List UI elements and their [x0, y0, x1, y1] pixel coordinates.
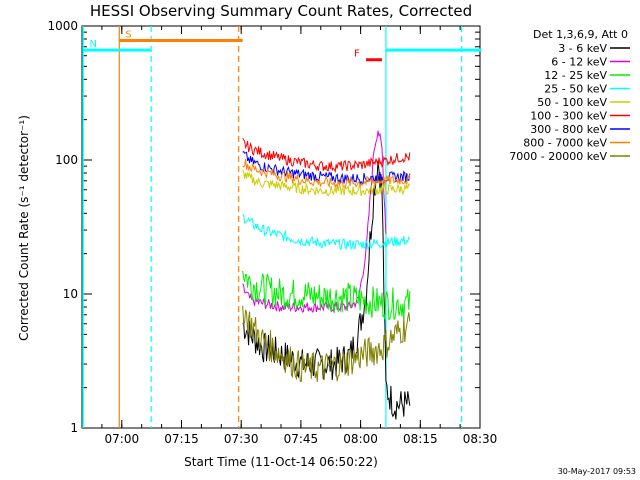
flag-label: S [125, 29, 131, 40]
series-line [242, 160, 411, 420]
y-tick-label: 1 [70, 421, 78, 435]
x-tick-label: 08:15 [403, 432, 438, 446]
legend-label: 300 - 800 keV [530, 123, 607, 136]
series-line [242, 138, 411, 174]
plot-frame [81, 25, 481, 429]
series-line [242, 214, 411, 251]
y-tick-label: 10 [63, 287, 78, 301]
y-axis-label: Corrected Count Rate (s⁻¹ detector⁻¹) [17, 115, 31, 341]
chart-title: HESSI Observing Summary Count Rates, Cor… [90, 2, 472, 20]
x-tick-label: 08:00 [343, 432, 378, 446]
series-line [242, 159, 411, 190]
legend-label: 800 - 7000 keV [523, 137, 607, 150]
legend-label: 100 - 300 keV [530, 110, 607, 123]
series-line [242, 130, 387, 313]
flag-label: F [354, 49, 360, 60]
y-tick-label: 100 [55, 153, 78, 167]
legend-label: 25 - 50 keV [544, 83, 607, 96]
legend-title: Det 1,3,6,9, Att 0 [533, 28, 628, 41]
x-tick-label: 08:30 [463, 432, 498, 446]
legend-label: 3 - 6 keV [558, 42, 607, 55]
x-tick-label: 07:45 [284, 432, 319, 446]
legend-label: 50 - 100 keV [537, 96, 607, 109]
x-tick-label: 07:15 [164, 432, 199, 446]
x-tick-label: 07:30 [224, 432, 259, 446]
x-axis-label: Start Time (11-Oct-14 06:50:22) [184, 455, 378, 469]
legend-label: 12 - 25 keV [544, 69, 607, 82]
footer-date: 30-May-2017 09:53 [558, 467, 636, 476]
x-tick-label: 07:00 [105, 432, 140, 446]
series-line [242, 169, 411, 197]
legend-label: 6 - 12 keV [551, 56, 607, 69]
series-line [242, 270, 411, 320]
legend-label: 7000 - 20000 keV [509, 150, 607, 163]
y-tick-label: 1000 [47, 19, 78, 33]
series-line [242, 305, 411, 382]
flag-label: N [89, 39, 96, 50]
series-line [242, 150, 411, 186]
